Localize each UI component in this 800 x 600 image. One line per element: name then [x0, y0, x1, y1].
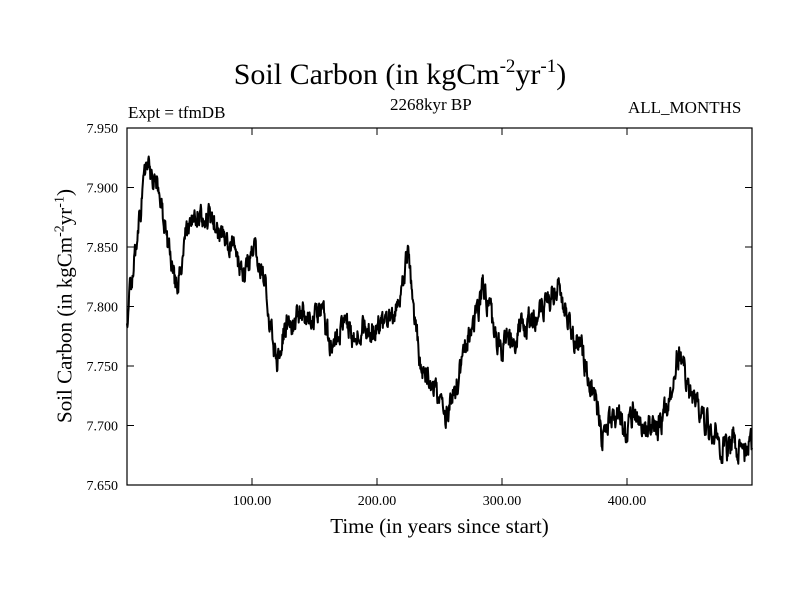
y-tick-label: 7.800 — [87, 301, 119, 316]
experiment-label: Expt = tfmDB — [128, 103, 226, 122]
x-axis-label: Time (in years since start) — [330, 514, 549, 538]
x-tick-label: 300.00 — [483, 494, 522, 509]
x-tick-label: 200.00 — [358, 494, 397, 509]
x-tick-label: 400.00 — [608, 494, 647, 509]
x-axis-ticks: 100.00 200.00 300.00 400.00 — [233, 128, 647, 509]
period-label: 2268kyr BP — [390, 95, 472, 114]
y-tick-label: 7.850 — [87, 241, 119, 256]
y-tick-label: 7.700 — [87, 420, 119, 435]
x-tick-label: 100.00 — [233, 494, 272, 509]
y-axis-label: Soil Carbon (in kgCm-2yr-1) — [52, 189, 77, 423]
y-axis-ticks: 7.650 7.700 7.750 7.800 7.850 7.900 7.950 — [87, 122, 752, 494]
y-tick-label: 7.750 — [87, 360, 119, 375]
y-tick-label: 7.650 — [87, 479, 119, 494]
series-line-soil-carbon — [126, 155, 753, 465]
months-label: ALL_MONTHS — [628, 98, 742, 117]
y-tick-label: 7.900 — [87, 182, 119, 197]
chart-title: Soil Carbon (in kgCm-2yr-1) — [233, 56, 567, 91]
y-tick-label: 7.950 — [87, 122, 119, 137]
